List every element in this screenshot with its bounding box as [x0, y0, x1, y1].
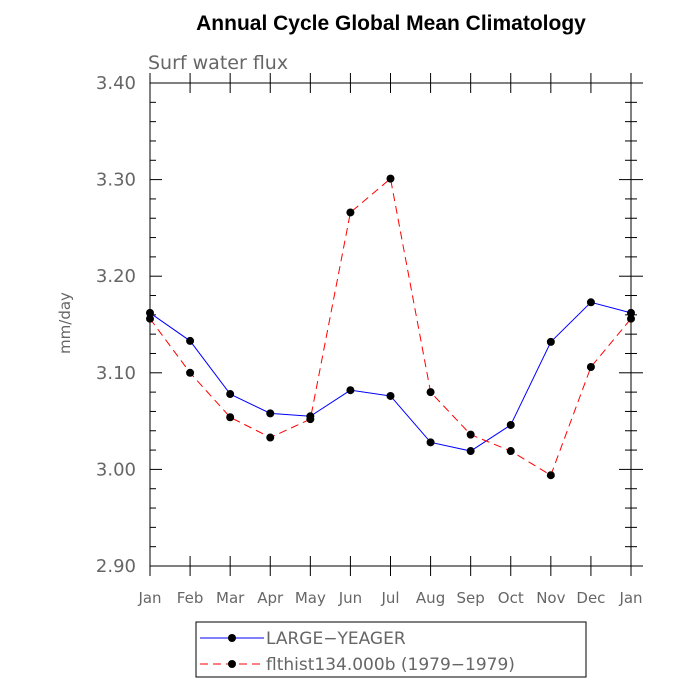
- series-2-point: [386, 174, 395, 183]
- series-1-point: [546, 337, 555, 346]
- series-2-point: [226, 413, 235, 422]
- legend-box: [195, 621, 587, 678]
- series-1-point: [266, 409, 275, 418]
- x-tick-label: Jan: [137, 589, 161, 607]
- series-1-point: [506, 420, 515, 429]
- series-1-point: [627, 308, 635, 317]
- x-tick-label: Nov: [536, 589, 565, 607]
- x-tick-label: May: [295, 589, 326, 607]
- x-tick-label: Feb: [177, 589, 204, 607]
- series-1-point: [226, 390, 235, 399]
- series-line-1: [149, 301, 632, 452]
- y-tick-label: 2.90: [96, 556, 136, 577]
- series-2-point: [506, 447, 515, 456]
- x-tick-label: Aug: [416, 589, 445, 607]
- x-tick-label: Sep: [457, 589, 485, 607]
- x-tick-label: Jan: [618, 589, 642, 607]
- legend-entry: flthist134.000b (1979−1979): [200, 655, 515, 675]
- legend-marker-series-2: [228, 660, 236, 668]
- series-2-point: [546, 471, 555, 480]
- series-2-point: [266, 433, 275, 442]
- x-tick-label: Jul: [380, 589, 399, 607]
- plot-frame: [149, 82, 632, 567]
- series-2-point: [186, 368, 195, 377]
- y-tick-label: 3.10: [96, 363, 136, 384]
- legend-label-series-2: flthist134.000b (1979−1979): [266, 655, 515, 675]
- x-tick-label: Oct: [498, 589, 524, 607]
- x-tick-label: Jun: [338, 589, 362, 607]
- y-tick-label: 3.00: [96, 459, 136, 480]
- y-tick-label: 3.40: [96, 73, 136, 94]
- series-2-point: [627, 314, 635, 323]
- legend-marker-series-1: [228, 634, 236, 642]
- series-1-point: [386, 391, 395, 400]
- x-tick-label: Dec: [576, 589, 605, 607]
- series-1-point: [146, 308, 154, 317]
- series-1-point: [426, 438, 435, 447]
- series-1-point: [346, 386, 355, 395]
- y-tick-label: 3.30: [96, 170, 136, 191]
- series-1-point: [466, 447, 475, 456]
- series-layer: [146, 174, 635, 480]
- chart-subtitle: Surf water flux: [148, 52, 288, 74]
- series-2-point: [426, 388, 435, 397]
- series-2-point: [306, 415, 315, 424]
- series-2-point: [146, 314, 154, 323]
- chart-title: Annual Cycle Global Mean Climatology: [196, 12, 586, 35]
- y-tick-label: 3.20: [96, 266, 136, 287]
- legend-entry: LARGE−YEAGER: [200, 629, 406, 649]
- x-tick-label: Apr: [257, 589, 284, 607]
- series-2-point: [586, 363, 595, 372]
- y-axis-label: mm/day: [56, 292, 74, 354]
- legend-label-series-1: LARGE−YEAGER: [266, 629, 406, 649]
- x-tick-label: Mar: [216, 589, 245, 607]
- series-line-2: [149, 177, 632, 476]
- series-1-point: [186, 336, 195, 345]
- series-2-point: [346, 208, 355, 217]
- series-2-point: [466, 430, 475, 439]
- series-1-point: [586, 298, 595, 307]
